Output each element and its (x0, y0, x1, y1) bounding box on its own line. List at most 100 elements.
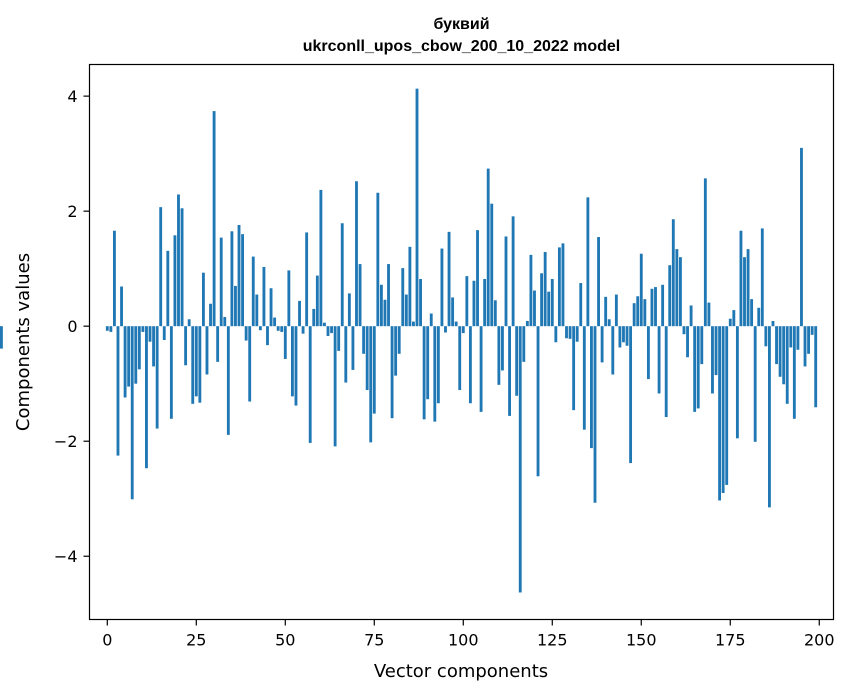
bar (543, 251, 547, 327)
bar (746, 249, 750, 327)
y-tick-label: −4 (54, 547, 78, 566)
bar (668, 265, 672, 327)
chart-title-line1: буквий (433, 16, 489, 33)
bar (547, 291, 551, 327)
bar (682, 326, 686, 335)
bar (294, 326, 298, 406)
bar (525, 321, 529, 327)
bar (768, 326, 771, 508)
bar (369, 326, 373, 443)
bar (696, 326, 700, 409)
bar (152, 326, 155, 367)
bar (383, 299, 387, 327)
bar (654, 287, 657, 327)
bar (661, 284, 665, 327)
bar (533, 290, 536, 327)
bar (775, 326, 778, 365)
bar (714, 326, 718, 376)
bar (607, 319, 611, 327)
bar (743, 257, 746, 327)
bar (219, 237, 223, 327)
bar (308, 326, 312, 443)
x-tick-label: 125 (537, 631, 568, 650)
bar (330, 326, 333, 334)
bar (590, 326, 593, 449)
bar (536, 326, 540, 477)
bar (137, 326, 141, 370)
x-tick-label: 175 (715, 631, 746, 650)
bar (753, 326, 757, 442)
bar (778, 326, 782, 377)
bar (614, 294, 618, 327)
bar (162, 326, 166, 340)
bar (412, 321, 415, 327)
bar (664, 326, 668, 418)
bar (262, 266, 266, 327)
bar (554, 326, 558, 343)
bar (312, 308, 316, 327)
bar (180, 208, 184, 327)
bar (618, 326, 622, 348)
bar (216, 326, 220, 362)
bar (465, 276, 469, 327)
bar (604, 296, 608, 327)
bar (205, 326, 209, 375)
bar (241, 234, 244, 327)
bar (315, 275, 319, 327)
bar (105, 326, 109, 331)
chart-title-line2: ukrconll_upos_cbow_200_10_2022 model (303, 38, 620, 55)
bar (276, 326, 280, 331)
bar (258, 326, 262, 331)
bar (230, 231, 234, 327)
bar (394, 326, 398, 376)
bar (483, 279, 487, 327)
bar (376, 192, 380, 327)
y-tick-label: −2 (54, 432, 78, 451)
bar (362, 326, 366, 354)
bar (557, 247, 561, 327)
bar (650, 288, 654, 327)
bar (198, 326, 202, 403)
bar (451, 297, 455, 327)
bar (586, 197, 590, 327)
bar (814, 326, 818, 408)
y-tick-label: 4 (67, 87, 77, 106)
bar (194, 326, 198, 397)
bar (725, 326, 729, 485)
bar (476, 230, 479, 327)
bar (572, 326, 576, 411)
bar (504, 236, 508, 327)
bar (764, 326, 768, 347)
bar (237, 224, 241, 327)
bar (187, 319, 191, 327)
bar (540, 273, 544, 327)
bar (803, 326, 807, 367)
bar (568, 326, 572, 339)
bar (721, 326, 725, 493)
x-axis-label: Vector components (374, 661, 548, 682)
bar (497, 326, 501, 385)
bar (771, 321, 775, 327)
bar (711, 326, 714, 394)
bar (757, 307, 761, 327)
bar (340, 223, 344, 327)
bar (735, 326, 739, 439)
bar (212, 111, 216, 327)
bar (166, 250, 170, 327)
bar (593, 326, 597, 503)
bar (579, 283, 583, 327)
bar (177, 194, 180, 327)
bar (148, 326, 152, 342)
x-tick-label: 25 (186, 631, 206, 650)
bar (454, 321, 458, 327)
x-axis-ticks: 0 25 50 75 100 125 150 175 200 (102, 619, 835, 650)
bar (511, 216, 515, 327)
x-tick-label: 0 (102, 631, 112, 650)
y-axis-label: Components values (13, 253, 34, 431)
bar (739, 230, 743, 327)
bar (344, 326, 348, 383)
bar (255, 294, 259, 327)
bar (0, 326, 3, 349)
bar (397, 326, 401, 354)
